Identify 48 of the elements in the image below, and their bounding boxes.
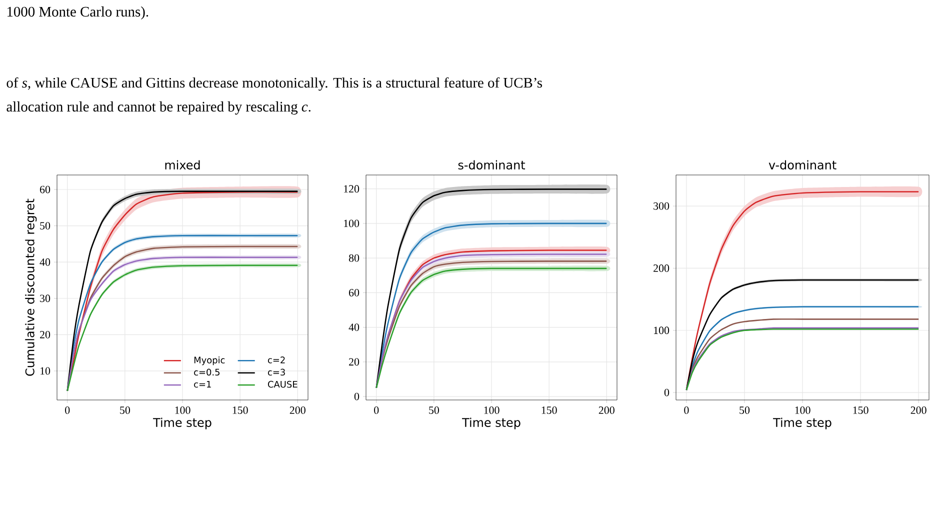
x-axis-title: Time step bbox=[462, 418, 520, 430]
y-tick-label: 100 bbox=[344, 220, 360, 228]
x-tick-label: 50 bbox=[120, 406, 130, 414]
y-tick-label: 0 bbox=[664, 388, 670, 396]
y-tick-label: 20 bbox=[349, 358, 360, 366]
y-tick-label: 10 bbox=[40, 367, 50, 375]
x-axis-title: Time step bbox=[153, 418, 212, 430]
x-tick-label: 200 bbox=[910, 406, 926, 414]
y-tick-label: 0 bbox=[354, 392, 360, 400]
legend-label: CAUSE bbox=[268, 380, 298, 388]
legend-label: Myopic bbox=[194, 356, 225, 366]
x-tick-label: 100 bbox=[484, 406, 500, 414]
x-tick-label: 150 bbox=[232, 406, 248, 414]
x-tick-label: 100 bbox=[795, 406, 810, 414]
chart-title: s-dominant bbox=[458, 160, 526, 170]
legend-label: c=2 bbox=[268, 356, 285, 364]
chart-title: mixed bbox=[165, 160, 200, 170]
x-tick-label: 200 bbox=[598, 406, 614, 414]
x-tick-label: 0 bbox=[684, 406, 689, 414]
x-tick-label: 150 bbox=[542, 406, 557, 414]
x-tick-label: 150 bbox=[853, 406, 868, 414]
y-tick-label: 40 bbox=[40, 258, 50, 266]
legend-label: c=3 bbox=[268, 368, 285, 376]
y-tick-label: 300 bbox=[654, 202, 670, 210]
y-tick-label: 20 bbox=[40, 330, 50, 338]
y-tick-label: 50 bbox=[40, 222, 50, 230]
legend-label: c=1 bbox=[194, 380, 211, 388]
chart-title: v-dominant bbox=[768, 160, 836, 170]
y-tick-label: 60 bbox=[40, 186, 50, 194]
legend-label: c=0.5 bbox=[194, 368, 220, 376]
x-tick-label: 100 bbox=[175, 406, 190, 414]
x-tick-label: 0 bbox=[65, 406, 70, 414]
text: allocation rule and cannot be repaired by rescaling c. bbox=[6, 101, 310, 115]
y-tick-label: 60 bbox=[349, 288, 360, 296]
x-tick-label: 50 bbox=[740, 406, 750, 414]
text: of s, while CAUSE and Gittins decrease monotonically. This is a structural feature of UCB’s bbox=[6, 77, 542, 91]
text: 1000 Monte Carlo runs). bbox=[7, 6, 148, 20]
y-tick-label: 30 bbox=[40, 294, 50, 302]
y-tick-label: 40 bbox=[348, 324, 360, 331]
y-axis-title: Cumulative discounted regret bbox=[25, 198, 37, 376]
x-tick-label: 200 bbox=[290, 406, 306, 414]
x-tick-label: 50 bbox=[429, 406, 440, 414]
x-tick-label: 0 bbox=[374, 406, 379, 414]
y-tick-label: 200 bbox=[654, 264, 670, 272]
y-tick-label: 80 bbox=[348, 254, 360, 262]
y-tick-label: 120 bbox=[344, 185, 360, 193]
y-tick-label: 100 bbox=[654, 326, 670, 334]
x-axis-title: Time step bbox=[773, 418, 832, 430]
